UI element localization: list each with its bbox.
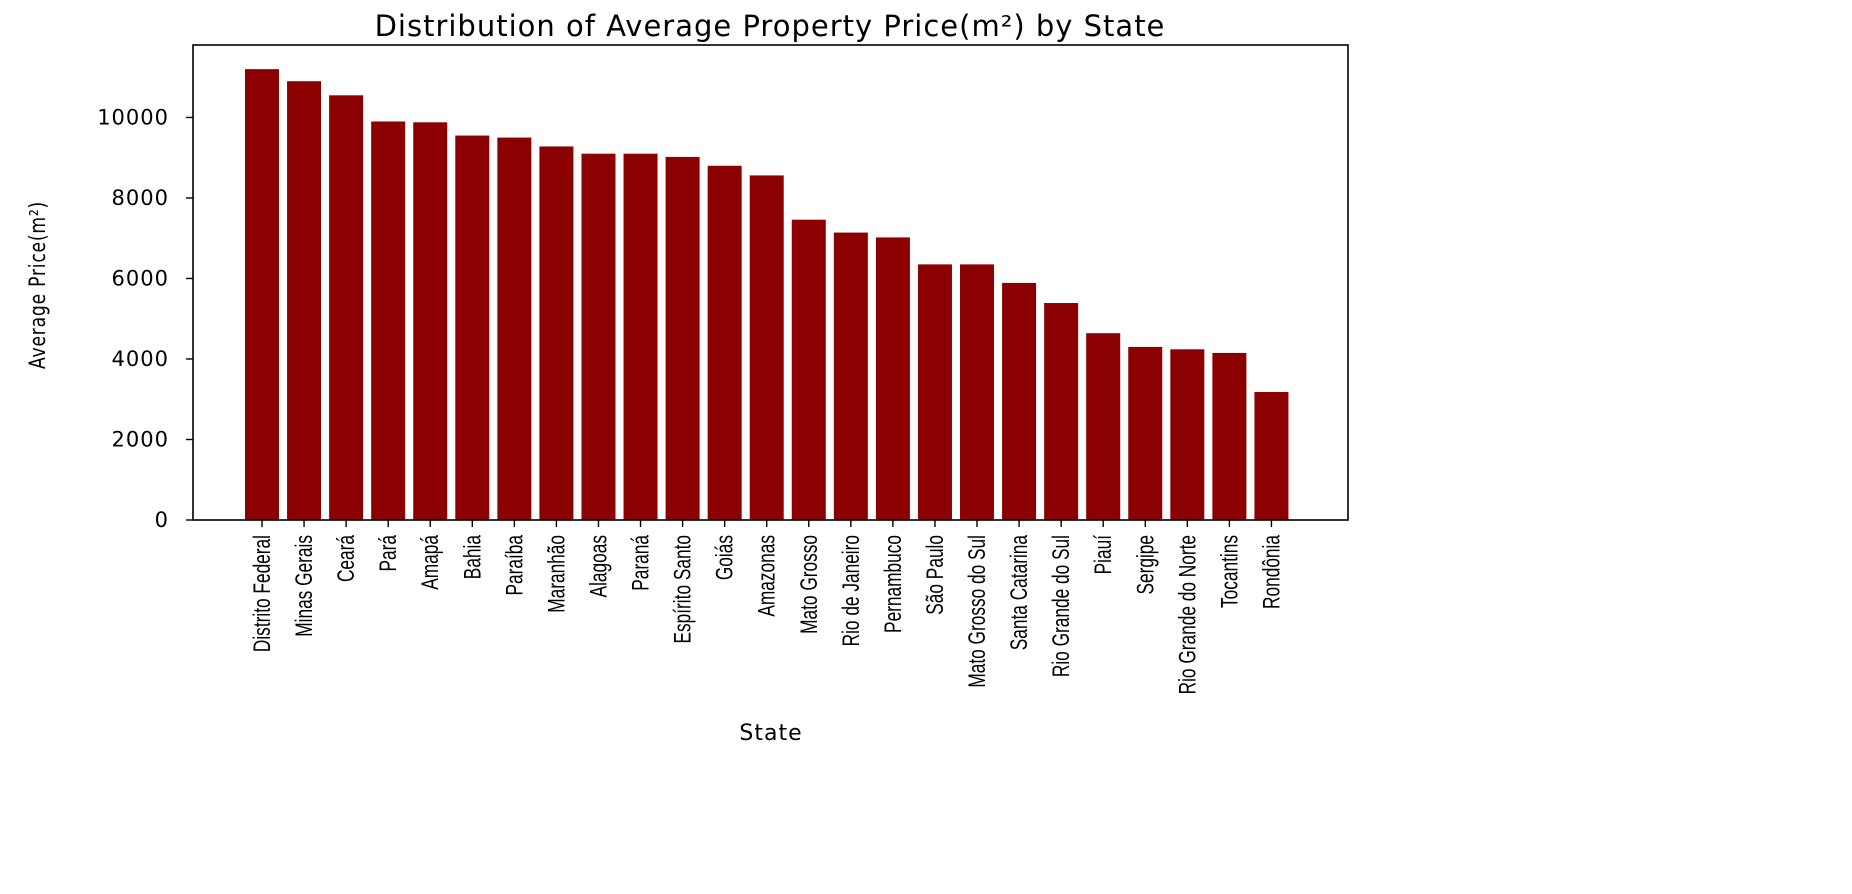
bar — [665, 156, 700, 520]
x-tick-label: Pará — [376, 535, 402, 572]
x-tick-label: Goiás — [712, 535, 738, 580]
x-tick-label: Paraíba — [502, 535, 528, 596]
bar — [329, 95, 364, 520]
bar — [833, 232, 868, 520]
bar — [1044, 303, 1079, 520]
x-tick-label: Tocantins — [1217, 535, 1243, 608]
x-tick-label: Espírito Santo — [670, 535, 696, 644]
x-tick-label: Amazonas — [754, 535, 780, 617]
bar — [581, 153, 616, 520]
x-tick-label: Distrito Federal — [249, 535, 275, 652]
x-axis: Distrito Federal Minas Gerais Ceará Pará Ama… — [249, 520, 1285, 694]
bar — [1086, 333, 1121, 520]
x-tick-label: Pernambuco — [880, 535, 906, 633]
bar — [287, 81, 322, 520]
bar — [1254, 391, 1289, 520]
x-tick-label: Ceará — [333, 535, 359, 582]
bar — [371, 121, 406, 520]
bar — [875, 237, 910, 521]
x-tick-label: Rondônia — [1259, 535, 1285, 609]
x-axis-label: State — [739, 721, 802, 746]
x-tick-label: Rio Grande do Norte — [1175, 535, 1201, 694]
bar — [539, 146, 574, 520]
x-tick-label: Maranhão — [544, 535, 570, 613]
bar — [623, 153, 658, 520]
x-tick-label: Rio Grande do Sul — [1048, 535, 1074, 677]
x-tick-label: São Paulo — [922, 535, 948, 615]
bar — [1170, 349, 1205, 520]
x-tick-label: Minas Gerais — [291, 535, 317, 637]
x-tick-label: Santa Catarina — [1006, 535, 1032, 651]
x-tick-label: Rio de Janeiro — [838, 535, 864, 646]
y-tick-label: 2000 — [112, 427, 169, 451]
y-axis: 0 2000 4000 6000 8000 10000 — [97, 105, 193, 532]
bar — [960, 264, 995, 520]
y-tick-label: 0 — [155, 508, 169, 532]
x-tick-label: Sergipe — [1133, 535, 1159, 595]
y-tick-label: 6000 — [112, 266, 169, 290]
bar — [1128, 346, 1163, 520]
bar — [749, 175, 784, 521]
x-tick-label: Mato Grosso — [796, 535, 822, 634]
x-tick-label: Amapá — [418, 535, 444, 590]
x-tick-label: Bahia — [460, 535, 486, 579]
bar — [413, 122, 448, 520]
x-tick-label: Piauí — [1091, 535, 1117, 575]
bar — [917, 264, 952, 520]
x-tick-label: Alagoas — [586, 535, 612, 597]
y-tick-label: 10000 — [97, 105, 169, 129]
bars-group — [245, 69, 1289, 521]
x-tick-label: Paraná — [628, 535, 654, 591]
bar — [791, 219, 826, 520]
y-tick-label: 4000 — [112, 347, 169, 371]
plot-frame — [192, 44, 1349, 521]
bar — [1002, 282, 1037, 520]
chart-title: Distribution of Average Property Price(m… — [375, 9, 1166, 43]
bar — [707, 165, 742, 520]
bar — [1212, 352, 1247, 520]
bar — [245, 69, 279, 521]
bar — [455, 135, 490, 520]
y-axis-label: Average Price(m²) — [25, 201, 51, 369]
x-tick-label: Mato Grosso do Sul — [964, 535, 990, 688]
y-tick-label: 8000 — [112, 186, 169, 210]
bar — [497, 137, 532, 520]
